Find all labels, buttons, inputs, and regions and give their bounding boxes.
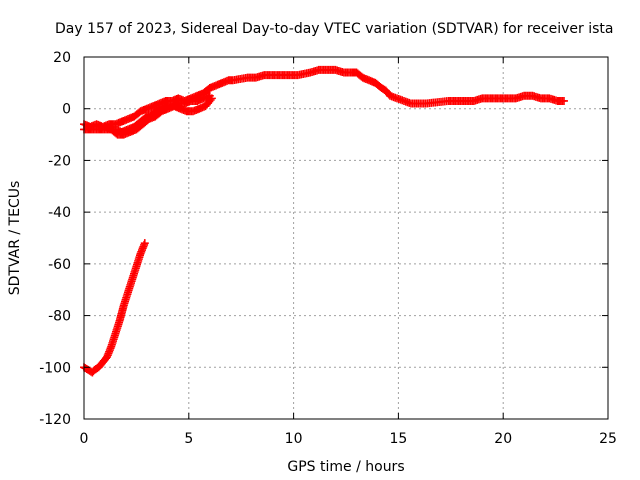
data-point-fill (127, 277, 136, 286)
data-point-fill (155, 109, 164, 118)
grid-lines (84, 57, 608, 419)
y-tick-label: -80 (48, 309, 71, 325)
y-tick-label: -60 (48, 257, 71, 273)
data-point-fill (100, 355, 109, 364)
data-point-fill (123, 290, 132, 299)
y-tick-label: 20 (53, 50, 71, 66)
data-point-fill (110, 331, 119, 340)
x-tick-label: 15 (389, 431, 407, 447)
data-points (80, 65, 568, 377)
data-point-fill (106, 344, 115, 353)
y-tick-label: -120 (39, 412, 71, 428)
y-tick-label: -100 (39, 360, 71, 376)
x-tick-label: 5 (184, 431, 193, 447)
data-point-fill (115, 318, 124, 327)
series-dip-track (100, 94, 216, 139)
x-tick-label: 25 (599, 431, 617, 447)
data-point-fill (304, 68, 313, 77)
data-point-fill (134, 109, 143, 118)
data-point-fill (131, 264, 140, 273)
y-axis-label: SDTVAR / TECUs (7, 181, 23, 296)
data-point-fill (356, 71, 365, 80)
data-point-fill (205, 97, 214, 106)
data-point-fill (119, 302, 128, 311)
y-ticks: -120 -100 -80 -60 -40 -20 0 20 (39, 50, 608, 428)
data-point-fill (81, 364, 90, 373)
data-point-fill (206, 95, 215, 104)
x-ticks: 0 5 10 15 20 25 (80, 57, 617, 447)
data-point-fill (140, 240, 149, 249)
data-point-fill (111, 128, 120, 137)
x-tick-label: 10 (285, 431, 303, 447)
data-point-fill (142, 117, 151, 126)
x-axis-label: GPS time / hours (287, 459, 404, 475)
data-point-fill (203, 86, 212, 95)
y-tick-label: -40 (48, 205, 71, 221)
plot-frame (83, 56, 609, 420)
x-tick-label: 0 (80, 431, 89, 447)
y-tick-label: -20 (48, 153, 71, 169)
chart-title: Day 157 of 2023, Sidereal Day-to-day VTE… (55, 21, 613, 37)
y-tick-label: 0 (62, 102, 71, 118)
data-point-fill (558, 96, 567, 105)
data-point-fill (135, 251, 144, 260)
x-tick-label: 20 (494, 431, 512, 447)
